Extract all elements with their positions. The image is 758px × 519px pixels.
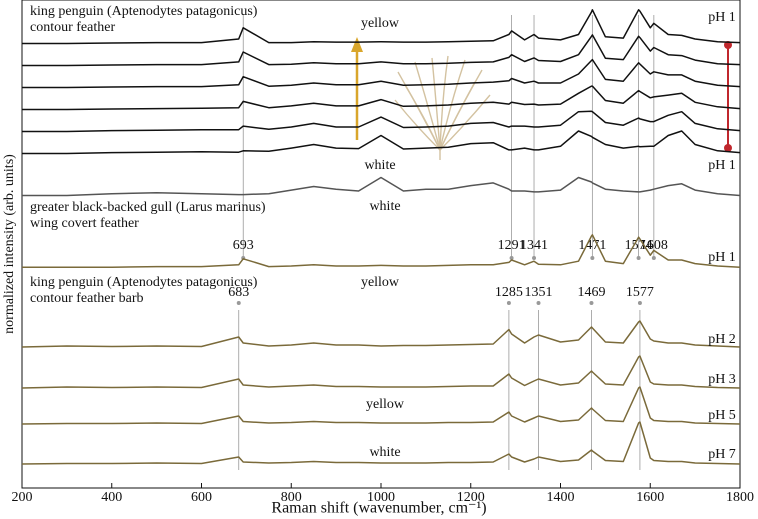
peak-label: 693: [233, 238, 254, 253]
x-tick-label: 400: [101, 490, 122, 505]
annotation: yellow: [361, 16, 400, 31]
x-axis-label: Raman shift (wavenumber, cm⁻¹): [271, 500, 486, 517]
ph-bracket: [724, 41, 732, 152]
spectrum: [22, 176, 741, 197]
annotation: yellow: [361, 275, 400, 290]
peak-label: 1341: [520, 238, 548, 253]
spectrum: [21, 320, 741, 348]
series-label: pH 2: [708, 332, 736, 347]
yellow-arrow: [351, 37, 363, 140]
spectrum: [21, 386, 741, 425]
x-tick-label: 800: [281, 490, 302, 505]
peak-dot: [637, 301, 642, 305]
series-label: pH 1: [708, 250, 736, 265]
peak-dot: [590, 256, 595, 260]
spectrum: [22, 34, 741, 67]
peak-dot: [509, 256, 514, 260]
annotation: white: [369, 199, 400, 214]
peak-label: 1471: [578, 238, 606, 253]
spectrum: [21, 355, 741, 389]
spectrum: [22, 130, 741, 155]
feather-decoration: [394, 55, 491, 160]
series-label: pH 3: [708, 372, 736, 387]
peak-dot: [506, 301, 511, 305]
series-label: pH 1: [708, 10, 736, 25]
peak-label: 1291: [498, 238, 526, 253]
peak-dot: [536, 301, 541, 305]
annotation: wing covert feather: [30, 216, 139, 231]
spectrum: [22, 58, 741, 89]
x-tick-label: 1600: [636, 490, 664, 505]
spectrum: [21, 421, 741, 465]
peak-dot: [636, 256, 641, 260]
peak-dot: [236, 301, 241, 305]
bracket-dot: [724, 144, 732, 152]
series-label: pH 7: [708, 447, 736, 462]
annotation: contour feather barb: [30, 291, 144, 306]
x-tick-label: 200: [12, 490, 33, 505]
x-tick-label: 1200: [457, 490, 485, 505]
annotation: white: [364, 158, 395, 173]
annotation: white: [369, 445, 400, 460]
arrow-head: [351, 37, 363, 52]
peak-label: 1351: [525, 285, 553, 300]
series-label: pH 5: [708, 408, 736, 423]
spectrum: [22, 85, 741, 111]
peak-dot: [651, 256, 656, 260]
annotation: king penguin (Aptenodytes patagonicus): [30, 4, 258, 19]
peak-dot: [532, 256, 537, 260]
bracket-dot: [724, 41, 732, 49]
x-tick-label: 1000: [367, 490, 395, 505]
peak-label: 1285: [495, 285, 523, 300]
y-axis-label: normalized intensity (arb. units): [2, 154, 17, 334]
spectrum: [22, 9, 741, 45]
annotation: greater black-backed gull (Larus marinus…: [30, 200, 266, 215]
x-tick-label: 1400: [547, 490, 575, 505]
annotation: contour feather: [30, 20, 115, 35]
annotation: yellow: [366, 397, 405, 412]
peak-dot: [589, 301, 594, 305]
spectrum: [22, 110, 741, 133]
annotation: king penguin (Aptenodytes patagonicus): [30, 275, 258, 290]
x-tick-label: 1800: [726, 490, 754, 505]
series-label: pH 1: [708, 158, 736, 173]
peak-label: 683: [228, 285, 249, 300]
x-tick-label: 600: [191, 490, 212, 505]
peak-label: 1577: [626, 285, 654, 300]
peak-label: 1469: [577, 285, 605, 300]
spectrum: [22, 234, 741, 268]
